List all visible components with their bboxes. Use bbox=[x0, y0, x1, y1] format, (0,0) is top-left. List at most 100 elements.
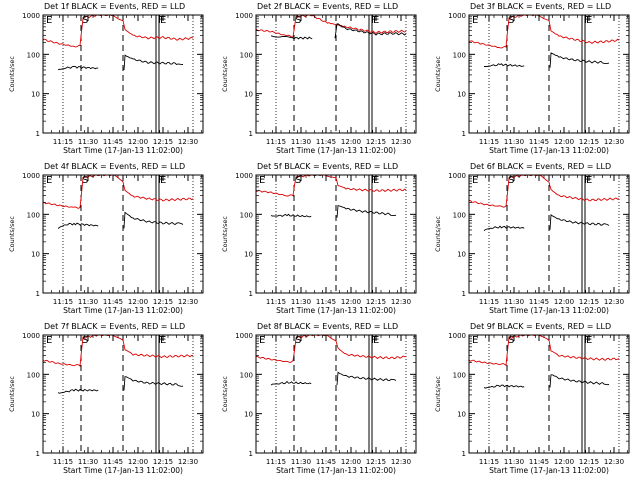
series-events-line bbox=[270, 380, 312, 386]
y-tick-label: 1 bbox=[462, 290, 466, 298]
series-events-line bbox=[483, 63, 525, 67]
x-tick-label: 11:45 bbox=[529, 298, 549, 306]
time-marker-E: E bbox=[259, 175, 265, 186]
plot-frame bbox=[255, 14, 417, 134]
time-marker-E: E bbox=[586, 15, 592, 26]
series-lld-line bbox=[255, 14, 407, 38]
x-tick-label: 12:00 bbox=[341, 458, 361, 466]
y-axis-label: Counts/sec bbox=[8, 56, 16, 92]
y-tick-label: 10 bbox=[457, 411, 466, 419]
y-tick-label: 1000 bbox=[448, 172, 466, 180]
time-marker-F: F bbox=[584, 175, 590, 186]
x-tick-label: 11:45 bbox=[316, 298, 336, 306]
time-marker-E: E bbox=[472, 335, 478, 346]
y-axis-label: Counts/sec bbox=[221, 216, 229, 252]
x-tick-label: 11:45 bbox=[316, 458, 336, 466]
x-tick-label: 12:30 bbox=[604, 138, 624, 146]
time-marker-E: E bbox=[373, 335, 379, 346]
chart-panel-7: Det 7f BLACK = Events, RED = LLD 1 10 100 10… bbox=[8, 322, 204, 475]
chart-title: Det 8f BLACK = Events, RED = LLD bbox=[257, 322, 398, 331]
x-tick-label: 12:15 bbox=[366, 458, 386, 466]
series-events-line bbox=[123, 376, 184, 391]
x-tick-label: 11:45 bbox=[529, 458, 549, 466]
y-tick-label: 1000 bbox=[448, 332, 466, 340]
chart-panel-3: Det 3f BLACK = Events, RED = LLD 1 10 100 10… bbox=[434, 2, 630, 155]
x-tick-label: 11:30 bbox=[291, 298, 311, 306]
chart-title: Det 2f BLACK = Events, RED = LLD bbox=[257, 2, 398, 11]
y-tick-label: 1 bbox=[249, 130, 253, 138]
x-axis-label: Start Time (17-Jan-13 11:02:00) bbox=[63, 466, 183, 475]
time-marker-E: E bbox=[46, 175, 52, 186]
plot-frame bbox=[255, 174, 417, 294]
x-tick-label: 12:15 bbox=[153, 458, 173, 466]
x-tick-label: 12:30 bbox=[391, 138, 411, 146]
x-tick-label: 11:15 bbox=[479, 458, 499, 466]
x-tick-label: 12:30 bbox=[178, 458, 198, 466]
y-tick-label: 100 bbox=[27, 371, 40, 379]
series-events-line bbox=[336, 371, 397, 386]
series-events-line bbox=[57, 388, 99, 394]
time-marker-S: S bbox=[508, 15, 514, 26]
y-tick-label: 1000 bbox=[235, 332, 253, 340]
time-marker-E: E bbox=[472, 15, 478, 26]
plot-frame bbox=[255, 334, 417, 454]
time-marker-E: E bbox=[160, 15, 166, 26]
x-tick-label: 11:15 bbox=[266, 298, 286, 306]
time-marker-F: F bbox=[371, 335, 377, 346]
x-tick-label: 11:15 bbox=[266, 458, 286, 466]
chart-panel-1: Det 1f BLACK = Events, RED = LLD 1 10 100 10… bbox=[8, 2, 204, 155]
time-marker-S: S bbox=[508, 335, 514, 346]
x-tick-label: 12:15 bbox=[366, 298, 386, 306]
chart-panel-4: Det 4f BLACK = Events, RED = LLD 1 10 100 10… bbox=[8, 162, 204, 315]
x-axis-label: Start Time (17-Jan-13 11:02:00) bbox=[489, 306, 609, 315]
x-tick-label: 12:30 bbox=[391, 298, 411, 306]
x-axis-label: Start Time (17-Jan-13 11:02:00) bbox=[489, 466, 609, 475]
y-tick-label: 1 bbox=[36, 450, 40, 458]
series-lld-line bbox=[468, 14, 620, 49]
y-tick-label: 100 bbox=[240, 211, 253, 219]
x-axis-label: Start Time (17-Jan-13 11:02:00) bbox=[276, 306, 396, 315]
x-tick-label: 12:15 bbox=[579, 298, 599, 306]
x-tick-label: 12:15 bbox=[153, 138, 173, 146]
plot-frame bbox=[468, 334, 630, 454]
y-tick-label: 100 bbox=[240, 51, 253, 59]
plot-frame bbox=[42, 334, 204, 454]
y-tick-label: 100 bbox=[453, 371, 466, 379]
x-tick-label: 11:30 bbox=[291, 458, 311, 466]
x-tick-label: 12:00 bbox=[554, 298, 574, 306]
series-lld-line bbox=[468, 174, 620, 208]
y-tick-label: 1000 bbox=[235, 172, 253, 180]
time-marker-E: E bbox=[586, 335, 592, 346]
x-tick-label: 11:30 bbox=[504, 298, 524, 306]
time-marker-F: F bbox=[584, 15, 590, 26]
x-tick-label: 12:15 bbox=[579, 458, 599, 466]
x-tick-label: 12:30 bbox=[178, 138, 198, 146]
time-marker-F: F bbox=[158, 175, 164, 186]
x-tick-label: 12:00 bbox=[128, 138, 148, 146]
y-tick-label: 100 bbox=[453, 51, 466, 59]
y-tick-label: 100 bbox=[453, 211, 466, 219]
x-tick-label: 11:30 bbox=[78, 138, 98, 146]
x-tick-label: 12:30 bbox=[178, 298, 198, 306]
y-tick-label: 1 bbox=[36, 130, 40, 138]
y-axis-label: Counts/sec bbox=[221, 56, 229, 92]
chart-title: Det 9f BLACK = Events, RED = LLD bbox=[470, 322, 611, 331]
y-tick-label: 10 bbox=[244, 91, 253, 99]
time-marker-E: E bbox=[46, 335, 52, 346]
time-marker-E: E bbox=[160, 175, 166, 186]
chart-title: Det 4f BLACK = Events, RED = LLD bbox=[44, 162, 185, 171]
x-tick-label: 12:00 bbox=[128, 458, 148, 466]
time-marker-E: E bbox=[373, 15, 379, 26]
x-tick-label: 11:45 bbox=[103, 298, 123, 306]
time-marker-F: F bbox=[371, 175, 377, 186]
series-events-line bbox=[483, 225, 525, 231]
time-marker-S: S bbox=[295, 175, 301, 186]
y-tick-label: 1000 bbox=[22, 172, 40, 180]
x-tick-label: 11:15 bbox=[266, 138, 286, 146]
x-tick-label: 12:15 bbox=[366, 138, 386, 146]
x-tick-label: 11:45 bbox=[316, 138, 336, 146]
x-axis-label: Start Time (17-Jan-13 11:02:00) bbox=[276, 466, 396, 475]
plot-frame bbox=[468, 174, 630, 294]
series-events-line bbox=[270, 35, 313, 40]
